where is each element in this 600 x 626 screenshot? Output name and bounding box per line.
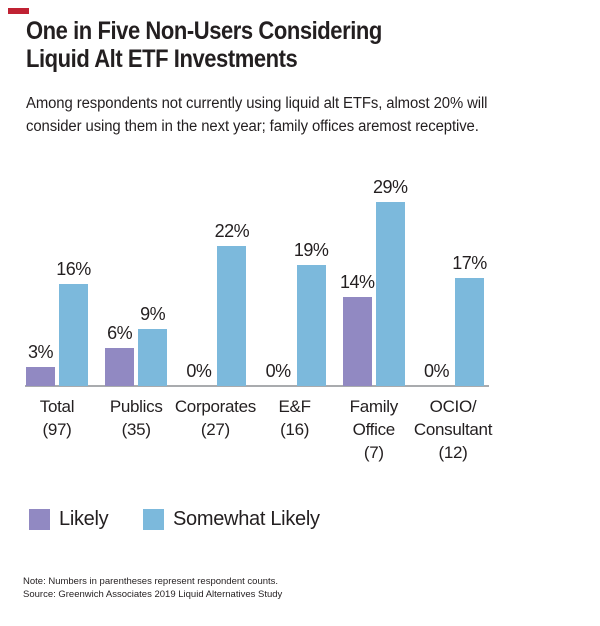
category-label-e-f: E&F (16) — [278, 397, 311, 439]
bar-likely-total — [26, 367, 55, 386]
category-label-family: Family Office (7) — [349, 397, 399, 462]
legend-label-likely: Likely — [59, 508, 109, 530]
footnote-source: Source: Greenwich Associates 2019 Liquid… — [23, 589, 283, 600]
value-label-likely-publics: 6% — [107, 323, 133, 343]
category-label-ocio: OCIO/ Consultant (12) — [413, 397, 493, 462]
legend: Likely Somewhat Likely — [0, 508, 600, 530]
category-label-publics: Publics (35) — [109, 397, 163, 439]
chart-title: One in Five Non-Users Considering Liquid… — [26, 17, 382, 73]
chart-subtitle: Among respondents not currently using li… — [26, 95, 488, 135]
bar-somewhat-likely-ocio — [455, 278, 484, 386]
value-label-likely-family: 14% — [340, 272, 375, 292]
bar-somewhat-likely-corporates — [217, 246, 247, 386]
somewhat-likely-swatch — [143, 508, 164, 530]
bar-likely-family — [342, 297, 372, 386]
legend-item-somewhat-likely: Somewhat Likely — [143, 508, 320, 530]
bar-somewhat-likely-publics — [138, 329, 168, 386]
category-label-corporates: Corporates (27) — [174, 397, 256, 439]
value-label-somewhat-likely-corporates: 22% — [214, 221, 250, 241]
legend-item-likely: Likely — [29, 508, 109, 530]
value-label-somewhat-likely-e-f: 19% — [293, 240, 329, 260]
likely-swatch — [29, 508, 50, 530]
category-label-total: Total (97) — [39, 397, 75, 439]
value-label-likely-total: 3% — [27, 342, 54, 362]
legend-label-somewhat-likely: Somewhat Likely — [173, 508, 320, 530]
bar-somewhat-likely-family — [375, 202, 405, 386]
accent-dash — [8, 8, 29, 14]
bar-somewhat-likely-total — [59, 284, 88, 386]
value-label-somewhat-likely-ocio: 17% — [452, 253, 487, 273]
value-label-somewhat-likely-family: 29% — [373, 177, 408, 197]
value-label-somewhat-likely-publics: 9% — [140, 304, 166, 324]
value-label-likely-ocio: 0% — [423, 361, 450, 381]
value-label-likely-e-f: 0% — [265, 361, 292, 381]
footnote-note: Note: Numbers in parentheses represent r… — [23, 576, 279, 587]
value-label-somewhat-likely-total: 16% — [56, 259, 91, 279]
bar-somewhat-likely-e-f — [296, 265, 326, 386]
x-axis — [25, 385, 489, 387]
bar-likely-publics — [105, 348, 135, 386]
value-label-likely-corporates: 0% — [186, 361, 212, 381]
